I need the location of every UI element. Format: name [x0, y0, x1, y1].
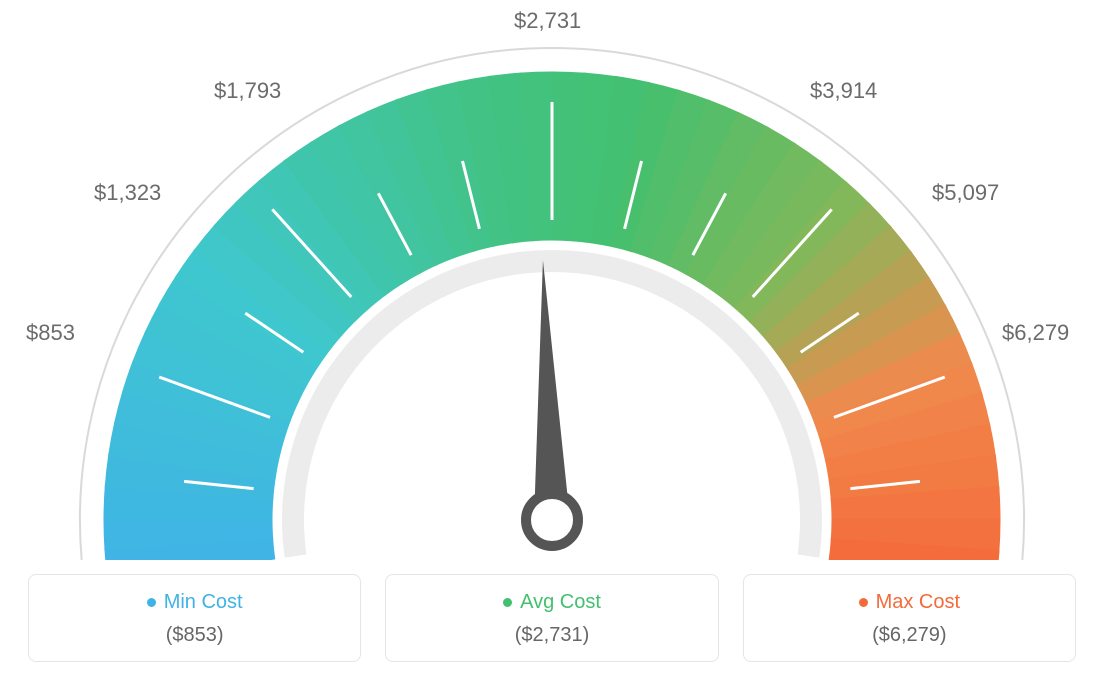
- gauge-tick-label: $2,731: [514, 8, 581, 34]
- legend-card-max: Max Cost ($6,279): [743, 574, 1076, 662]
- legend-title-max: Max Cost: [876, 591, 960, 614]
- legend-title-avg: Avg Cost: [520, 591, 601, 614]
- legend-header-max: Max Cost: [752, 591, 1067, 614]
- gauge-tick-label: $5,097: [932, 180, 999, 206]
- legend-header-avg: Avg Cost: [394, 591, 709, 614]
- legend-dot-avg: [503, 598, 512, 607]
- legend-value-max: ($6,279): [752, 624, 1067, 647]
- gauge-tick-label: $6,279: [1002, 320, 1069, 346]
- legend-row: Min Cost ($853) Avg Cost ($2,731) Max Co…: [28, 574, 1076, 662]
- gauge-tick-label: $853: [26, 320, 75, 346]
- legend-value-avg: ($2,731): [394, 624, 709, 647]
- legend-value-min: ($853): [37, 624, 352, 647]
- legend-header-min: Min Cost: [37, 591, 352, 614]
- gauge-tick-label: $3,914: [810, 78, 877, 104]
- gauge-area: $853 $1,323 $1,793 $2,731 $3,914 $5,097 $6,279: [0, 0, 1104, 560]
- legend-title-min: Min Cost: [164, 591, 243, 614]
- gauge-svg: [0, 0, 1104, 560]
- legend-card-min: Min Cost ($853): [28, 574, 361, 662]
- chart-container: $853 $1,323 $1,793 $2,731 $3,914 $5,097 $6,279…: [0, 0, 1104, 690]
- gauge-tick-label: $1,323: [94, 180, 161, 206]
- legend-card-avg: Avg Cost ($2,731): [385, 574, 718, 662]
- gauge-tick-label: $1,793: [214, 78, 281, 104]
- legend-dot-max: [859, 598, 868, 607]
- legend-dot-min: [147, 598, 156, 607]
